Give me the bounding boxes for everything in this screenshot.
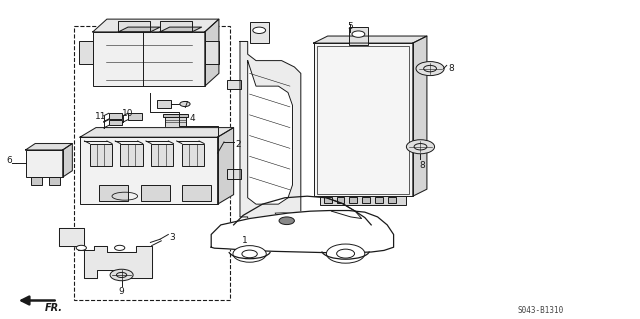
Circle shape bbox=[279, 217, 294, 225]
Bar bbox=[163, 114, 188, 117]
Circle shape bbox=[253, 27, 266, 33]
Text: 8: 8 bbox=[448, 64, 454, 73]
Bar bbox=[182, 185, 211, 201]
Text: 9: 9 bbox=[119, 287, 124, 296]
Bar bbox=[79, 41, 93, 64]
Text: 10: 10 bbox=[122, 109, 134, 118]
Polygon shape bbox=[160, 27, 202, 32]
Polygon shape bbox=[248, 61, 292, 204]
Text: 8: 8 bbox=[420, 161, 425, 170]
Bar bbox=[90, 144, 112, 166]
Bar bbox=[128, 113, 142, 120]
Circle shape bbox=[253, 226, 266, 232]
Bar bbox=[324, 197, 332, 203]
Bar bbox=[227, 80, 241, 89]
Bar bbox=[349, 197, 357, 203]
Text: 1: 1 bbox=[242, 236, 248, 245]
Text: 4: 4 bbox=[189, 114, 195, 123]
Bar bbox=[388, 197, 396, 203]
Bar bbox=[314, 43, 413, 196]
Bar bbox=[141, 185, 170, 201]
Polygon shape bbox=[118, 21, 150, 32]
Circle shape bbox=[115, 245, 125, 250]
Bar bbox=[205, 41, 219, 64]
Bar bbox=[250, 222, 269, 238]
Bar bbox=[349, 27, 368, 45]
Polygon shape bbox=[160, 21, 192, 32]
Bar bbox=[80, 137, 218, 204]
Bar bbox=[362, 197, 370, 203]
Polygon shape bbox=[59, 228, 152, 278]
Text: S043-B1310: S043-B1310 bbox=[518, 306, 564, 315]
Bar bbox=[250, 22, 269, 43]
Circle shape bbox=[76, 245, 86, 250]
Text: 3: 3 bbox=[170, 233, 175, 242]
Text: 5: 5 bbox=[348, 22, 353, 31]
Bar bbox=[320, 196, 406, 205]
Bar bbox=[31, 177, 42, 185]
Bar bbox=[109, 120, 122, 125]
Text: 6: 6 bbox=[6, 156, 12, 165]
Text: 7: 7 bbox=[182, 101, 188, 110]
Bar bbox=[109, 113, 122, 119]
Polygon shape bbox=[205, 19, 219, 86]
Circle shape bbox=[326, 244, 365, 263]
Bar bbox=[26, 150, 63, 177]
Bar bbox=[157, 100, 171, 108]
Polygon shape bbox=[314, 36, 427, 43]
Bar bbox=[317, 46, 409, 194]
Polygon shape bbox=[218, 128, 234, 204]
Polygon shape bbox=[80, 128, 234, 137]
Bar bbox=[375, 197, 383, 203]
Circle shape bbox=[233, 246, 266, 262]
Polygon shape bbox=[63, 144, 72, 177]
Circle shape bbox=[406, 140, 435, 154]
Bar bbox=[227, 169, 241, 179]
Bar bbox=[151, 144, 173, 166]
Bar bbox=[99, 185, 128, 201]
Polygon shape bbox=[118, 27, 160, 32]
Text: 11: 11 bbox=[95, 112, 106, 121]
Bar bbox=[74, 26, 230, 300]
Circle shape bbox=[352, 31, 365, 37]
Polygon shape bbox=[26, 144, 72, 150]
Polygon shape bbox=[211, 211, 394, 253]
Bar bbox=[93, 32, 205, 86]
Bar bbox=[182, 144, 204, 166]
Text: FR.: FR. bbox=[45, 303, 63, 314]
Bar bbox=[120, 144, 143, 166]
Circle shape bbox=[180, 101, 190, 107]
Text: 2: 2 bbox=[236, 140, 241, 149]
Polygon shape bbox=[240, 41, 301, 230]
Polygon shape bbox=[413, 36, 427, 196]
Circle shape bbox=[110, 269, 133, 281]
Circle shape bbox=[416, 62, 444, 76]
Bar bbox=[165, 114, 186, 129]
Bar bbox=[337, 197, 344, 203]
Polygon shape bbox=[93, 19, 219, 32]
Bar bbox=[49, 177, 60, 185]
